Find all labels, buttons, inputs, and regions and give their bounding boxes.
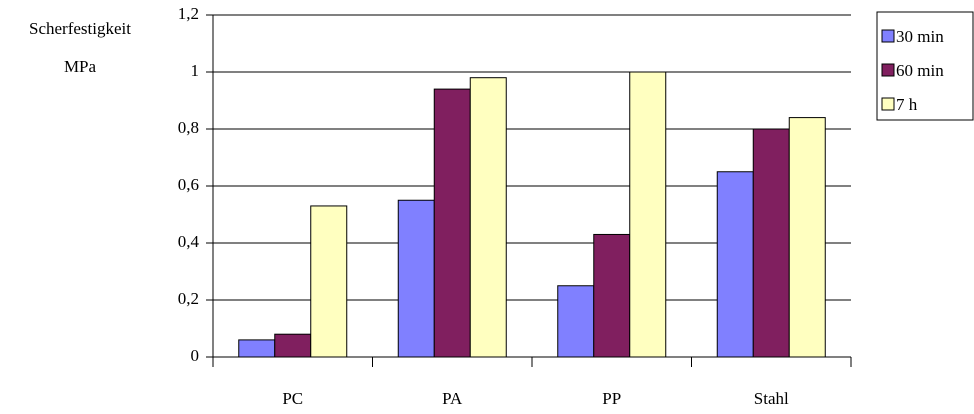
bar	[593, 233, 631, 358]
bar	[716, 171, 754, 358]
y-tick-label: 0,4	[178, 232, 200, 251]
legend-label: 7 h	[896, 95, 918, 114]
bar	[397, 199, 435, 358]
bar	[274, 333, 312, 358]
y-tick-label: 1	[191, 61, 200, 80]
bar	[629, 71, 667, 358]
bar	[310, 205, 348, 358]
y-tick-label: 0,6	[178, 175, 199, 194]
legend-swatch	[881, 97, 895, 111]
y-tick-label: 0,8	[178, 118, 199, 137]
x-tick-label: PC	[282, 389, 303, 408]
x-tick-label: PP	[602, 389, 621, 408]
bar	[557, 285, 595, 358]
y-axis-label: MPa	[64, 57, 97, 76]
y-tick-label: 0,2	[178, 289, 199, 308]
legend-label: 60 min	[896, 61, 944, 80]
legend-label: 30 min	[896, 27, 944, 46]
bar	[433, 88, 471, 358]
legend-swatch	[881, 63, 895, 77]
bar	[238, 339, 276, 358]
y-axis-label: Scherfestigkeit	[29, 19, 131, 38]
bar	[788, 117, 826, 358]
y-tick-label: 0	[191, 346, 200, 365]
bar	[752, 128, 790, 358]
bar	[469, 77, 507, 358]
x-tick-label: Stahl	[754, 389, 789, 408]
x-tick-label: PA	[442, 389, 463, 408]
y-tick-label: 1,2	[178, 4, 199, 23]
legend-swatch	[881, 29, 895, 43]
